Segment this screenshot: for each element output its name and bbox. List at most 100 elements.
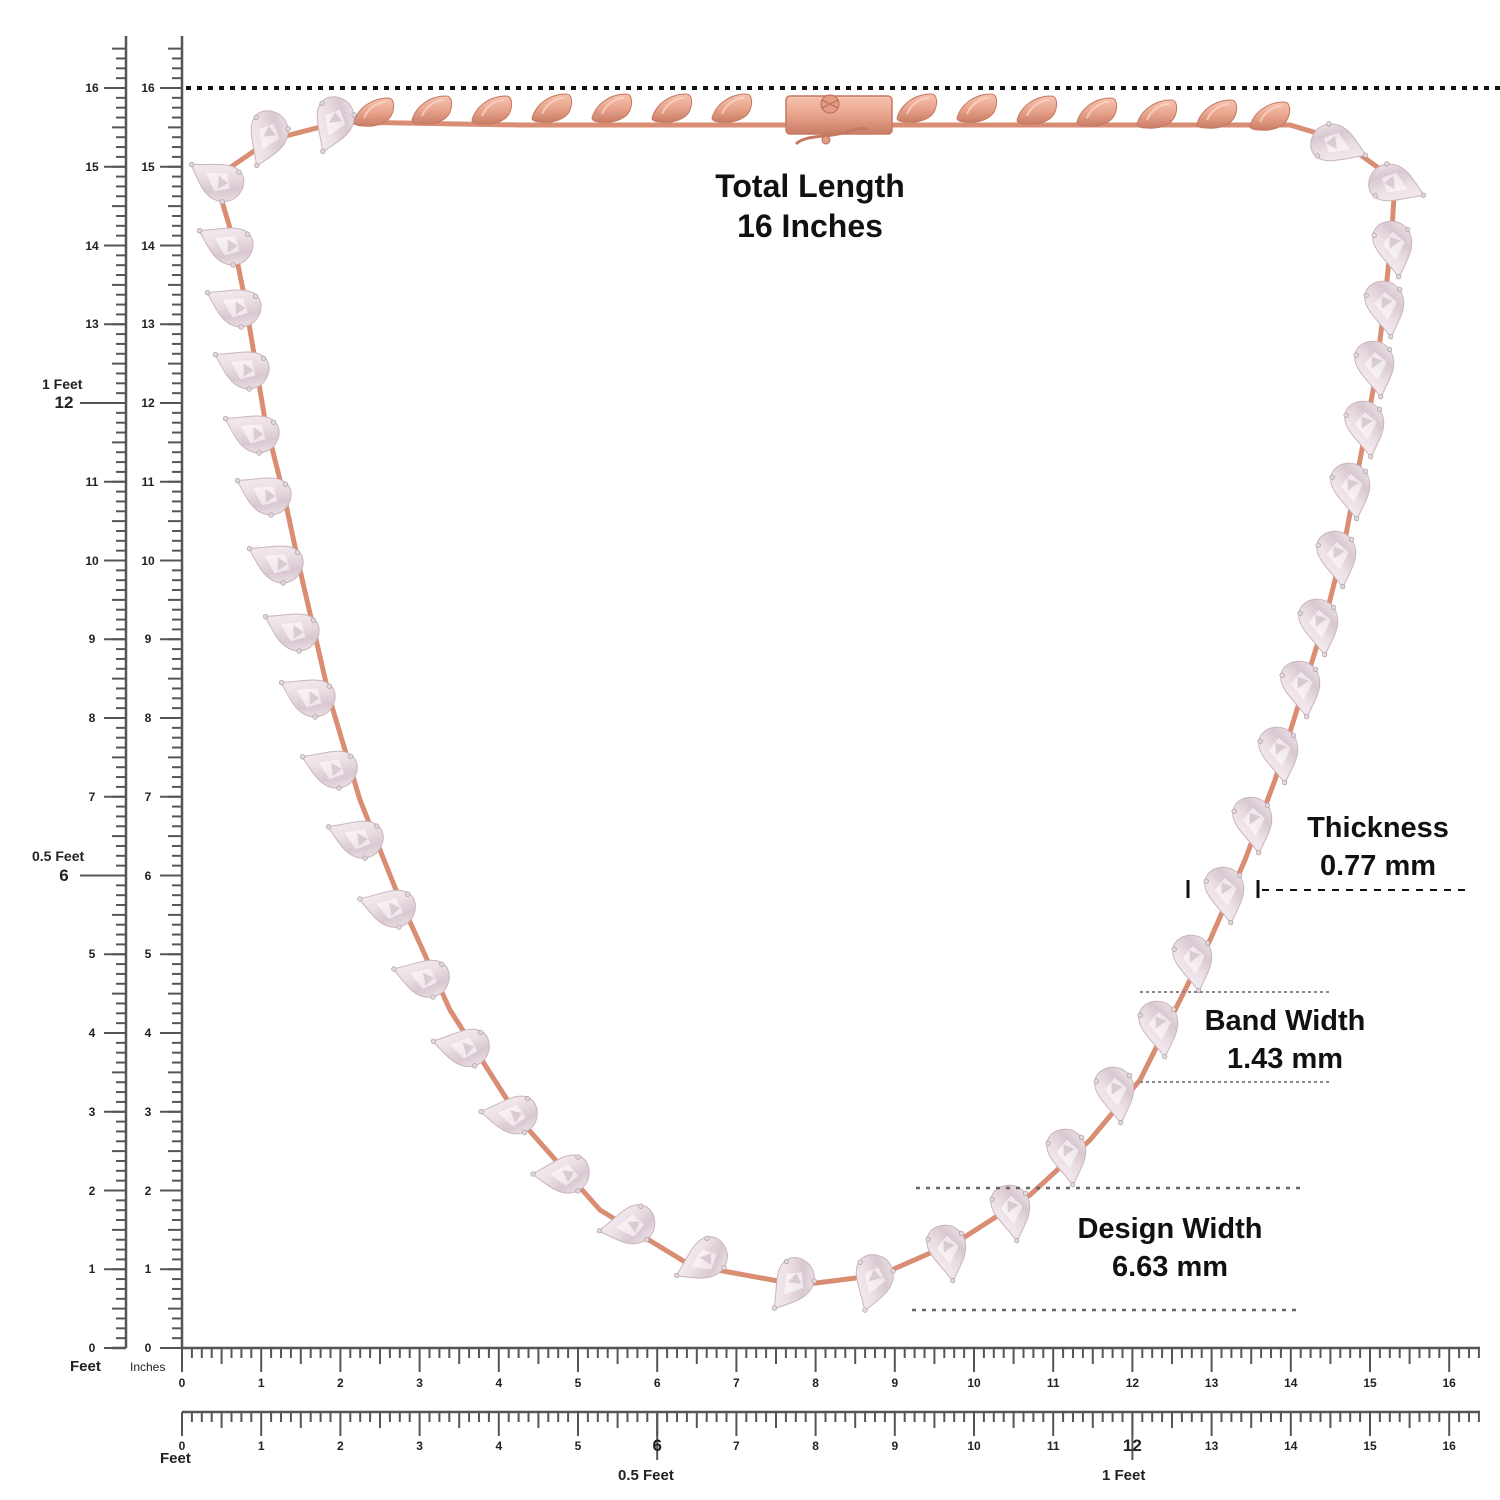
vertical-inches-tick-3: 3 bbox=[144, 1104, 152, 1119]
design-width-value: 6.63 mm bbox=[1111, 1251, 1229, 1284]
vertical-inches-tick-6: 6 bbox=[144, 868, 152, 883]
vertical-feet-tick-5: 5 bbox=[88, 947, 96, 962]
vertical-inches-tick-12: 12 bbox=[141, 396, 155, 410]
horizontal-inches-tick-13: 13 bbox=[1204, 1376, 1219, 1390]
horizontal-feet-tick-0: 0 bbox=[178, 1439, 186, 1453]
horizontal-feet-tick-12: 12 bbox=[1122, 1436, 1142, 1455]
horizontal-feet-tick-9: 9 bbox=[891, 1439, 899, 1453]
vertical-inches-tick-15: 15 bbox=[141, 159, 155, 174]
vertical-feet-tick-15: 15 bbox=[85, 159, 99, 174]
vertical-feet-tick-9: 9 bbox=[88, 632, 96, 647]
horizontal-feet-tick-11: 11 bbox=[1046, 1439, 1060, 1453]
horizontal-inches-tick-2: 2 bbox=[337, 1376, 344, 1390]
horizontal-inches-tick-11: 11 bbox=[1046, 1376, 1060, 1390]
horizontal-marker-half-foot: 0.5 Feet bbox=[618, 1467, 674, 1484]
vertical-inches-tick-13: 13 bbox=[141, 317, 155, 332]
horizontal-feet-tick-13: 13 bbox=[1204, 1439, 1219, 1453]
vertical-feet-tick-12: 12 bbox=[54, 393, 74, 412]
vertical-ruler-inches bbox=[160, 36, 184, 1349]
vertical-inches-tick-9: 9 bbox=[144, 632, 152, 647]
diamond-stones-bottom bbox=[756, 1250, 899, 1322]
horizontal-feet-tick-8: 8 bbox=[812, 1439, 819, 1453]
vertical-inches-tick-5: 5 bbox=[144, 947, 152, 962]
horizontal-inches-tick-6: 6 bbox=[653, 1376, 661, 1390]
band-width-guide bbox=[1140, 991, 1330, 1083]
horizontal-inches-tick-9: 9 bbox=[891, 1376, 899, 1390]
horizontal-feet-unit-label: Feet bbox=[160, 1450, 191, 1467]
vertical-feet-tick-10: 10 bbox=[85, 553, 99, 568]
band-width-value: 1.43 mm bbox=[1226, 1043, 1344, 1076]
horizontal-feet-tick-16: 16 bbox=[1442, 1439, 1456, 1453]
vertical-inches-tick-1: 1 bbox=[144, 1262, 152, 1277]
horizontal-ruler-feet bbox=[181, 1410, 1480, 1460]
total-length-annotation: Total Length 16 Inches bbox=[640, 166, 980, 246]
vertical-feet-tick-6: 6 bbox=[59, 865, 69, 885]
horizontal-feet-tick-5: 5 bbox=[574, 1439, 582, 1453]
vertical-feet-tick-14: 14 bbox=[85, 238, 99, 253]
horizontal-inches-tick-10: 10 bbox=[967, 1376, 981, 1390]
horizontal-inches-tick-14: 14 bbox=[1284, 1376, 1298, 1390]
horizontal-feet-tick-15: 15 bbox=[1363, 1439, 1377, 1453]
diamond-stones-left bbox=[179, 91, 736, 1294]
vertical-feet-tick-8: 8 bbox=[88, 711, 96, 725]
necklace bbox=[179, 91, 1433, 1322]
vertical-feet-unit-label: Feet bbox=[70, 1358, 101, 1375]
horizontal-inches-tick-1: 1 bbox=[257, 1376, 265, 1390]
band-width-label: Band Width bbox=[1204, 1005, 1366, 1037]
thickness-guide bbox=[1186, 880, 1468, 898]
horizontal-feet-tick-6: 6 bbox=[652, 1436, 662, 1455]
vertical-feet-tick-2: 2 bbox=[88, 1183, 96, 1198]
vertical-feet-tick-0: 0 bbox=[88, 1341, 96, 1355]
design-width-label: Design Width bbox=[1077, 1213, 1263, 1245]
thickness-annotation: Thickness 0.77 mm bbox=[1280, 810, 1476, 885]
vertical-inches-unit-label: Inches bbox=[130, 1360, 166, 1374]
vertical-inches-tick-2: 2 bbox=[144, 1183, 152, 1198]
horizontal-feet-tick-2: 2 bbox=[337, 1439, 344, 1453]
horizontal-inches-tick-4: 4 bbox=[495, 1376, 503, 1390]
horizontal-ruler-inches bbox=[181, 1346, 1480, 1372]
horizontal-inches-tick-12: 12 bbox=[1125, 1376, 1140, 1390]
necklace-wire bbox=[212, 119, 1398, 1288]
vertical-feet-tick-3: 3 bbox=[88, 1104, 96, 1119]
horizontal-inches-tick-5: 5 bbox=[574, 1376, 582, 1390]
vertical-marker-one-foot: 1 Feet bbox=[42, 376, 83, 392]
total-length-value: 16 Inches bbox=[737, 208, 883, 244]
horizontal-feet-tick-4: 4 bbox=[495, 1439, 503, 1453]
vertical-feet-tick-11: 11 bbox=[85, 474, 99, 489]
thickness-value: 0.77 mm bbox=[1319, 850, 1437, 883]
vertical-feet-tick-16: 16 bbox=[85, 81, 99, 95]
design-width-annotation: Design Width 6.63 mm bbox=[1050, 1211, 1290, 1286]
total-length-label: Total Length bbox=[715, 168, 905, 204]
design-width-guide bbox=[912, 1186, 1302, 1312]
horizontal-feet-tick-14: 14 bbox=[1284, 1439, 1298, 1453]
horizontal-feet-tick-3: 3 bbox=[416, 1439, 423, 1453]
vertical-inches-tick-14: 14 bbox=[141, 238, 155, 253]
vertical-marker-half-foot: 0.5 Feet bbox=[32, 848, 85, 864]
horizontal-inches-tick-16: 16 bbox=[1442, 1376, 1456, 1390]
box-clasp bbox=[785, 94, 893, 146]
vertical-inches-tick-7: 7 bbox=[144, 789, 152, 804]
vertical-feet-tick-1: 1 bbox=[88, 1262, 96, 1277]
horizontal-feet-tick-10: 10 bbox=[967, 1439, 981, 1453]
horizontal-inches-tick-7: 7 bbox=[733, 1376, 740, 1390]
horizontal-inches-tick-8: 8 bbox=[812, 1376, 819, 1390]
vertical-inches-tick-11: 11 bbox=[141, 474, 155, 489]
vertical-inches-tick-4: 4 bbox=[144, 1026, 152, 1040]
horizontal-feet-tick-1: 1 bbox=[257, 1439, 265, 1453]
horizontal-inches-tick-0: 0 bbox=[178, 1376, 186, 1390]
vertical-inches-tick-0: 0 bbox=[144, 1341, 152, 1355]
vertical-ruler-feet bbox=[80, 36, 128, 1350]
horizontal-inches-tick-3: 3 bbox=[416, 1376, 423, 1390]
horizontal-feet-tick-7: 7 bbox=[733, 1439, 740, 1453]
thickness-label: Thickness bbox=[1307, 812, 1449, 844]
vertical-feet-tick-4: 4 bbox=[88, 1026, 96, 1040]
vertical-inches-tick-16: 16 bbox=[141, 81, 155, 95]
vertical-feet-tick-13: 13 bbox=[85, 317, 99, 332]
vertical-inches-tick-8: 8 bbox=[144, 711, 152, 725]
vertical-inches-tick-10: 10 bbox=[141, 553, 155, 568]
diamond-stones-right bbox=[923, 117, 1433, 1287]
horizontal-marker-one-foot: 1 Feet bbox=[1102, 1467, 1146, 1484]
vertical-feet-tick-7: 7 bbox=[88, 789, 96, 804]
band-width-annotation: Band Width 1.43 mm bbox=[1180, 1003, 1390, 1078]
